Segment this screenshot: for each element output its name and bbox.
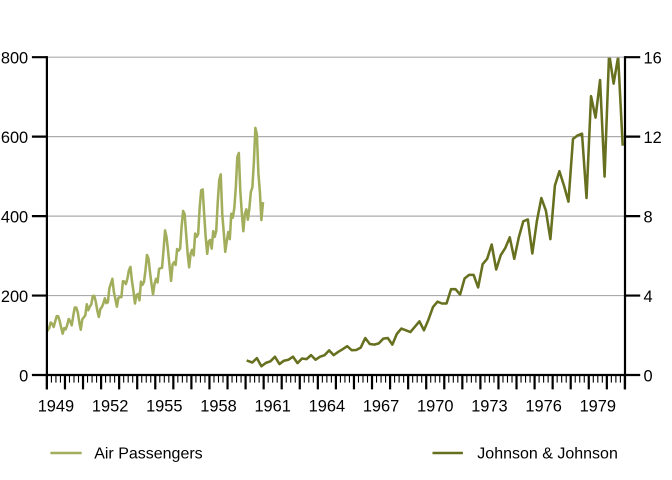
svg-text:1970: 1970: [417, 397, 453, 415]
svg-text:0: 0: [644, 367, 653, 385]
svg-text:1955: 1955: [146, 397, 182, 415]
svg-text:1964: 1964: [309, 397, 345, 415]
svg-text:800: 800: [1, 50, 28, 68]
svg-text:1949: 1949: [38, 397, 74, 415]
svg-text:8: 8: [644, 209, 653, 227]
svg-text:1976: 1976: [525, 397, 561, 415]
svg-text:16: 16: [644, 50, 662, 68]
svg-text:400: 400: [1, 209, 28, 227]
svg-text:1967: 1967: [363, 397, 399, 415]
svg-text:0: 0: [19, 367, 28, 385]
svg-text:1958: 1958: [200, 397, 236, 415]
svg-text:Johnson & Johnson: Johnson & Johnson: [477, 445, 618, 462]
svg-text:Air Passengers: Air Passengers: [94, 445, 203, 462]
svg-text:1979: 1979: [580, 397, 616, 415]
svg-text:4: 4: [644, 288, 653, 306]
svg-text:12: 12: [644, 129, 662, 147]
svg-text:1952: 1952: [92, 397, 128, 415]
svg-text:1973: 1973: [471, 397, 507, 415]
svg-text:600: 600: [1, 129, 28, 147]
svg-text:200: 200: [1, 288, 28, 306]
svg-text:1961: 1961: [254, 397, 290, 415]
